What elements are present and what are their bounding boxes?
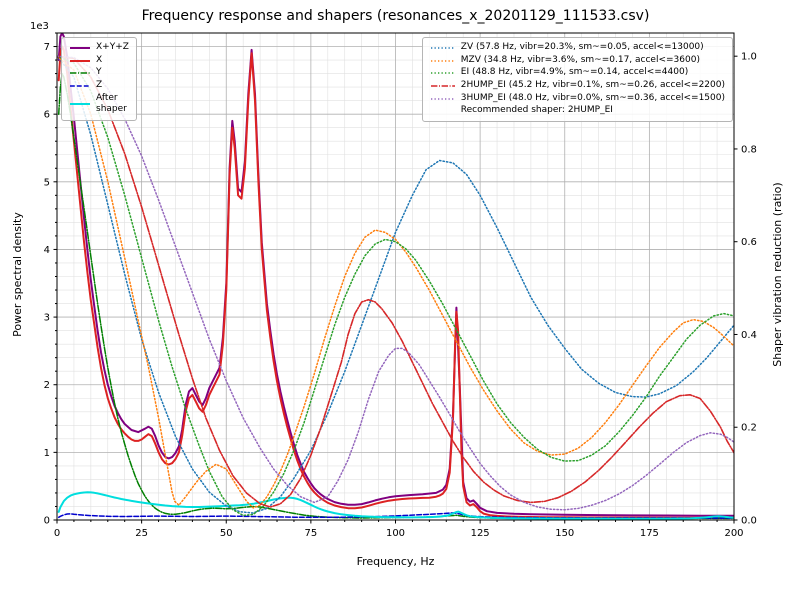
chart-title: Frequency response and shapers (resonanc… xyxy=(141,8,650,24)
y-axis-offset-text: 1e3 xyxy=(30,21,49,32)
legend-item-x: X xyxy=(69,55,129,67)
legend-line-z xyxy=(70,85,90,87)
svg-text:25: 25 xyxy=(135,528,148,539)
svg-text:0.6: 0.6 xyxy=(741,237,757,248)
svg-text:6: 6 xyxy=(44,110,50,121)
svg-text:0.2: 0.2 xyxy=(741,423,757,434)
svg-text:75: 75 xyxy=(305,528,318,539)
svg-text:0: 0 xyxy=(54,528,60,539)
legend-line-y xyxy=(70,72,90,74)
legend-label-3hump-ei: 3HUMP_EI (48.0 Hz, vibr=0.0%, sm~=0.36, … xyxy=(460,92,725,103)
legend-line-x xyxy=(70,59,90,62)
series-zv-(57.8-hz,-vibr=20.3%,-sm~=0.05,-accel<=13000) xyxy=(57,55,734,514)
legend-label-ei: EI (48.8 Hz, vibr=4.9%, sm~=0.14, accel<… xyxy=(460,67,689,78)
svg-text:0: 0 xyxy=(44,516,50,527)
recommended-shaper-text: Recommended shaper: 2HUMP_EI xyxy=(460,105,613,116)
svg-text:4: 4 xyxy=(44,245,50,256)
shaper-legend: ZV (57.8 Hz, vibr=20.3%, sm~=0.05, accel… xyxy=(421,37,733,123)
legend-label-x: X xyxy=(96,54,103,65)
legend-line-zv xyxy=(430,47,455,49)
svg-text:0.8: 0.8 xyxy=(741,144,757,155)
series-group xyxy=(57,33,734,520)
legend-label-zv: ZV (57.8 Hz, vibr=20.3%, sm~=0.05, accel… xyxy=(460,42,704,52)
y-axis-label-right: Shaper vibration reduction (ratio) xyxy=(771,182,784,367)
svg-text:5: 5 xyxy=(44,177,50,188)
ticks: 0 25 50 75 100 125 150 175 200 0 1 2 3 4 5 6 7 0.0 0.2 0.4 0… xyxy=(44,32,757,539)
legend-item-xyz: X+Y+Z xyxy=(69,42,129,54)
legend-label-mzv: MZV (34.8 Hz, vibr=3.6%, sm~=0.17, accel… xyxy=(460,54,700,65)
legend-item-z: Z xyxy=(69,80,129,92)
y-axis-label-left: Power spectral density xyxy=(11,212,24,337)
svg-text:0.4: 0.4 xyxy=(741,330,757,341)
legend-label-y: Y xyxy=(96,67,102,78)
svg-text:1: 1 xyxy=(44,448,50,459)
legend-item-zv: ZV (57.8 Hz, vibr=20.3%, sm~=0.05, accel… xyxy=(430,42,725,54)
svg-text:200: 200 xyxy=(724,528,743,539)
svg-text:3: 3 xyxy=(44,313,50,324)
svg-text:150: 150 xyxy=(555,528,574,539)
svg-text:125: 125 xyxy=(471,528,490,539)
legend-label-after-shaper: Z xyxy=(96,80,103,91)
grid-major xyxy=(57,33,734,520)
legend-label-xyz: X+Y+Z xyxy=(96,42,129,52)
legend-line-ei xyxy=(430,72,455,74)
series-ei-(48.8-hz,-vibr=4.9%,-sm~=0.14,-accel<=4400) xyxy=(57,55,734,517)
legend-line-3hump-ei xyxy=(430,97,455,100)
series-2hump_ei-(45.2-hz,-vibr=0.1%,-sm~=0.26,-accel<=2200) xyxy=(57,55,734,508)
legend-blank-handle xyxy=(430,111,456,112)
legend-item-ei: EI (48.8 Hz, vibr=4.9%, sm~=0.14, accel<… xyxy=(430,67,725,79)
svg-text:175: 175 xyxy=(640,528,659,539)
legend-item-y: Y xyxy=(69,67,129,79)
x-axis-label: Frequency, Hz xyxy=(356,555,435,568)
series-3hump_ei-(48.0-hz,-vibr=0.0%,-sm~=0.36,-accel<=1500) xyxy=(57,55,734,511)
legend-item-recommended: Recommended shaper: 2HUMP_EI xyxy=(430,105,725,117)
series-x xyxy=(57,45,734,519)
psd-legend: X+Y+Z X Y Z After shaper xyxy=(61,37,137,122)
legend-label-after-shaper: After shaper xyxy=(96,92,127,115)
svg-text:7: 7 xyxy=(44,42,50,53)
legend-line-2hump-ei xyxy=(430,85,455,87)
svg-text:2: 2 xyxy=(44,380,50,391)
legend-item-mzv: MZV (34.8 Hz, vibr=3.6%, sm~=0.17, accel… xyxy=(430,55,725,67)
legend-line-after-shaper xyxy=(70,103,90,106)
legend-line-mzv xyxy=(430,59,455,62)
svg-text:100: 100 xyxy=(386,528,405,539)
legend-label-2hump-ei: 2HUMP_EI (45.2 Hz, vibr=0.1%, sm~=0.26, … xyxy=(460,80,725,91)
series-mzv-(34.8-hz,-vibr=3.6%,-sm~=0.17,-accel<=3600) xyxy=(57,55,734,509)
series-after-shaper xyxy=(57,491,734,520)
legend-item-3hump-ei: 3HUMP_EI (48.0 Hz, vibr=0.0%, sm~=0.36, … xyxy=(430,93,725,105)
svg-text:0.0: 0.0 xyxy=(741,516,757,527)
legend-item-after-shaper: After shaper xyxy=(69,93,129,116)
legend-item-2hump-ei: 2HUMP_EI (45.2 Hz, vibr=0.1%, sm~=0.26, … xyxy=(430,80,725,92)
svg-text:1.0: 1.0 xyxy=(741,52,757,63)
svg-text:50: 50 xyxy=(220,528,233,539)
legend-line-xyz xyxy=(70,46,90,49)
